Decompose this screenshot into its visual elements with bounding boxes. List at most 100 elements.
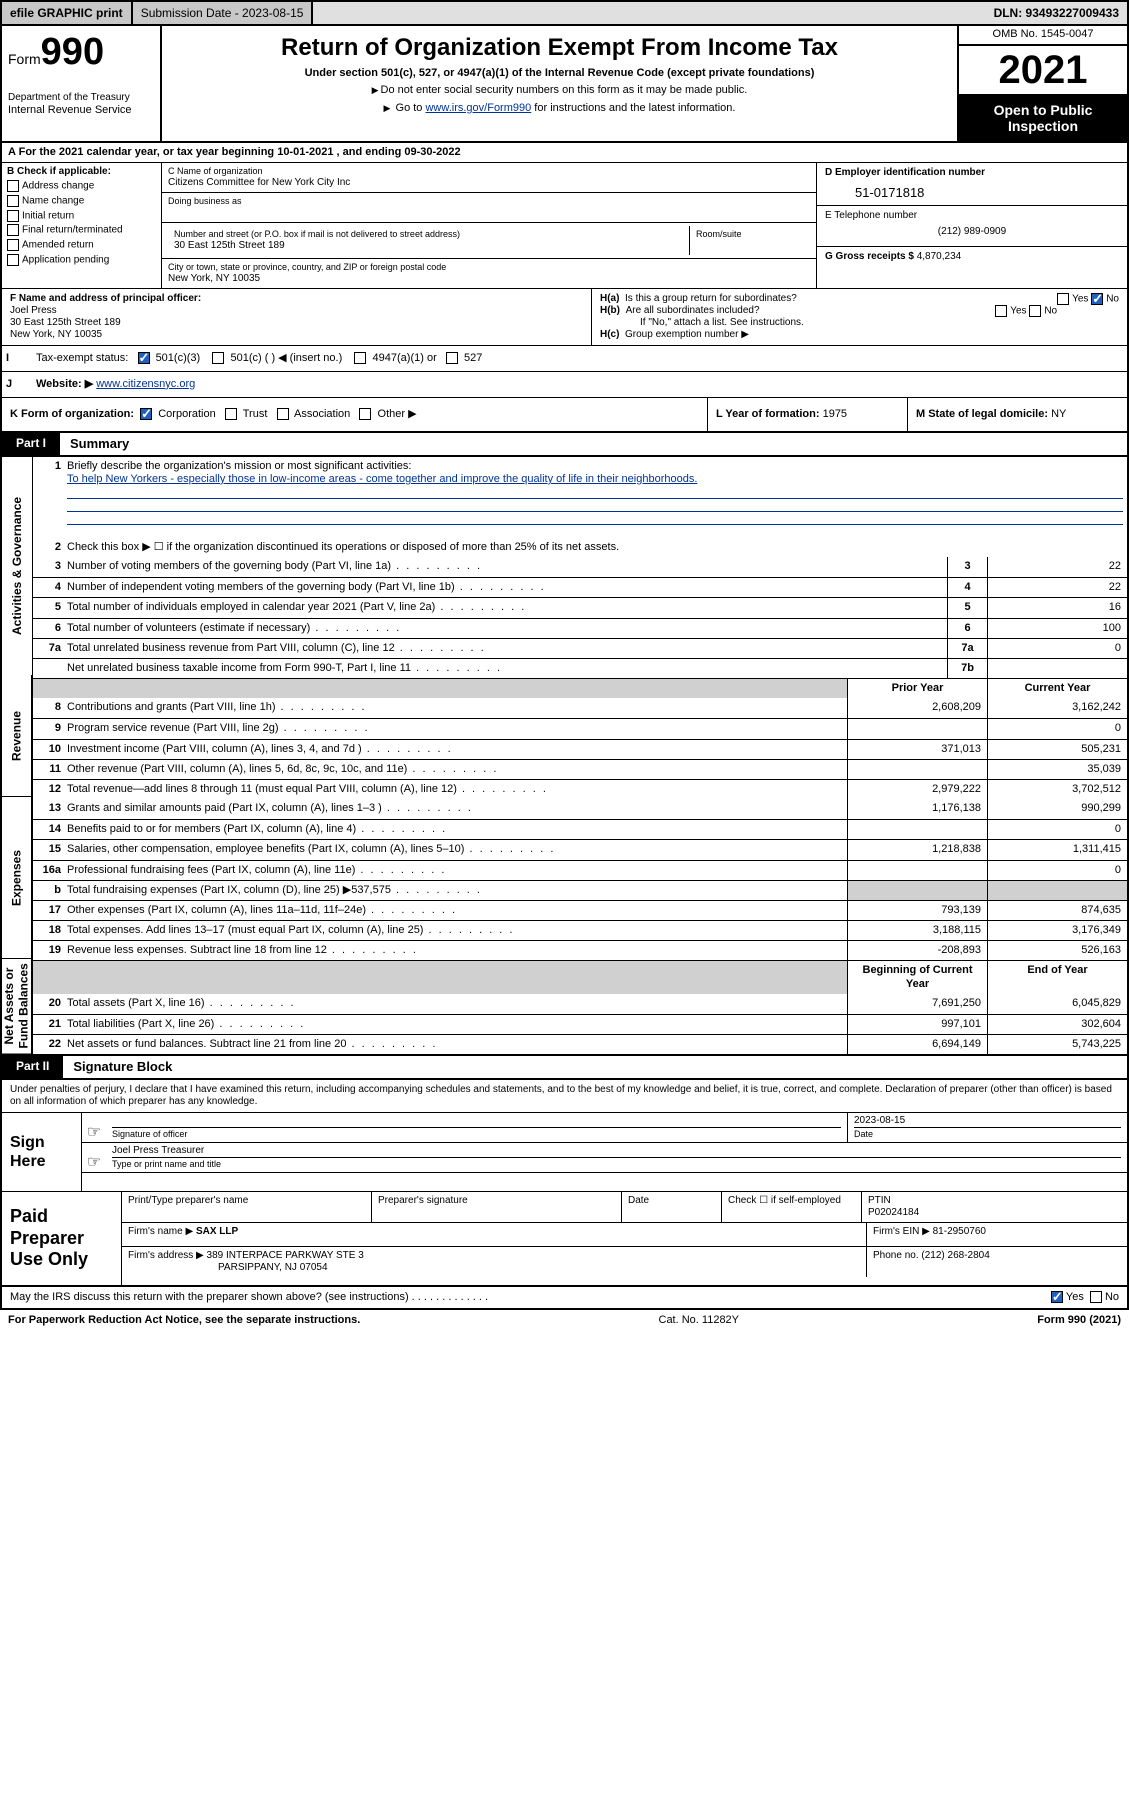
- state-domicile: NY: [1051, 408, 1066, 420]
- dln: DLN: 93493227009433: [986, 2, 1127, 24]
- cb-initial-return[interactable]: Initial return: [7, 210, 156, 223]
- data-row: 8Contributions and grants (Part VIII, li…: [33, 698, 1127, 718]
- cb-corp[interactable]: [140, 408, 152, 420]
- efile-print-button[interactable]: efile GRAPHIC print: [2, 2, 133, 24]
- date-label: Date: [854, 1127, 1121, 1140]
- data-row: 16aProfessional fundraising fees (Part I…: [33, 860, 1127, 880]
- website-link[interactable]: www.citizensnyc.org: [96, 378, 195, 390]
- box-f: F Name and address of principal officer:…: [2, 289, 592, 345]
- phone-label: E Telephone number: [825, 210, 1119, 222]
- city-label: City or town, state or province, country…: [168, 262, 810, 273]
- page-footer: For Paperwork Reduction Act Notice, see …: [0, 1308, 1129, 1331]
- may-no[interactable]: [1090, 1291, 1102, 1303]
- cb-527[interactable]: [446, 352, 458, 364]
- cb-name-change[interactable]: Name change: [7, 195, 156, 208]
- gov-row: 3Number of voting members of the governi…: [33, 557, 1127, 577]
- cb-other[interactable]: [359, 408, 371, 420]
- data-row: 14Benefits paid to or for members (Part …: [33, 819, 1127, 839]
- cb-assoc[interactable]: [277, 408, 289, 420]
- prep-selfemp: Check ☐ if self-employed: [722, 1192, 862, 1222]
- data-row: 22Net assets or fund balances. Subtract …: [33, 1034, 1127, 1054]
- firm-addr1: 389 INTERPACE PARKWAY STE 3: [207, 1250, 364, 1261]
- cb-address-change[interactable]: Address change: [7, 180, 156, 193]
- department: Department of the Treasury: [8, 92, 154, 104]
- goto-note: Go to www.irs.gov/Form990 for instructio…: [170, 102, 949, 115]
- gov-row: 7aTotal unrelated business revenue from …: [33, 638, 1127, 658]
- form-ref: Form 990 (2021): [1037, 1314, 1121, 1327]
- data-row: 12Total revenue—add lines 8 through 11 (…: [33, 779, 1127, 799]
- part1-header: Part I Summary: [0, 433, 1129, 457]
- data-row: 11Other revenue (Part VIII, column (A), …: [33, 759, 1127, 779]
- line2: Check this box ▶ ☐ if the organization d…: [65, 538, 1127, 557]
- box-b: B Check if applicable: Address change Na…: [2, 163, 162, 287]
- data-row: 18Total expenses. Add lines 13–17 (must …: [33, 920, 1127, 940]
- officer-name: Joel Press: [10, 305, 57, 316]
- gov-row: 4Number of independent voting members of…: [33, 577, 1127, 597]
- side-revenue: Revenue: [2, 675, 32, 797]
- sign-date: 2023-08-15: [854, 1115, 1121, 1127]
- arrow-icon: ☞: [82, 1113, 106, 1142]
- paid-preparer-label: Paid Preparer Use Only: [2, 1192, 122, 1285]
- side-governance: Activities & Governance: [2, 457, 32, 675]
- omb-number: OMB No. 1545-0047: [959, 26, 1127, 45]
- cb-final-return[interactable]: Final return/terminated: [7, 224, 156, 237]
- city-value: New York, NY 10035: [168, 273, 810, 285]
- part2-header: Part II Signature Block: [0, 1056, 1129, 1080]
- prep-sig-hdr: Preparer's signature: [372, 1192, 622, 1222]
- irs-link[interactable]: www.irs.gov/Form990: [425, 102, 531, 114]
- data-row: 10Investment income (Part VIII, column (…: [33, 739, 1127, 759]
- form-subtitle: Under section 501(c), 527, or 4947(a)(1)…: [170, 67, 949, 80]
- data-row: 13Grants and similar amounts paid (Part …: [33, 799, 1127, 819]
- gov-row: Net unrelated business taxable income fr…: [33, 658, 1127, 678]
- side-expenses: Expenses: [2, 797, 32, 959]
- firm-name: SAX LLP: [196, 1226, 238, 1237]
- data-row: 9Program service revenue (Part VIII, lin…: [33, 718, 1127, 738]
- form-number: 990: [41, 31, 104, 73]
- line-klm: K Form of organization: Corporation Trus…: [0, 398, 1129, 433]
- part1-body: Activities & Governance Revenue Expenses…: [0, 457, 1129, 1057]
- part2-body: Under penalties of perjury, I declare th…: [0, 1080, 1129, 1287]
- gross-receipts-label: G Gross receipts $: [825, 251, 914, 262]
- firm-addr2: PARSIPPANY, NJ 07054: [128, 1262, 328, 1273]
- tax-year: 2021: [959, 46, 1127, 96]
- ptin: PTIN P02024184: [862, 1192, 1127, 1222]
- col-current: Current Year: [987, 679, 1127, 698]
- officer-addr1: 30 East 125th Street 189: [10, 317, 121, 328]
- side-netassets: Net Assets or Fund Balances: [2, 959, 32, 1055]
- officer-printed-name: Joel Press Treasurer: [112, 1145, 1121, 1157]
- sign-here-label: Sign Here: [2, 1113, 82, 1191]
- declaration: Under penalties of perjury, I declare th…: [2, 1080, 1127, 1113]
- may-discuss-row: May the IRS discuss this return with the…: [0, 1287, 1129, 1308]
- line1-label: Briefly describe the organization's miss…: [67, 460, 411, 472]
- street-value: 30 East 125th Street 189: [174, 240, 683, 252]
- cat-no: Cat. No. 11282Y: [360, 1314, 1037, 1327]
- cb-501c3[interactable]: [138, 352, 150, 364]
- firm-ein: 81-2950760: [933, 1226, 986, 1237]
- data-row: 21Total liabilities (Part X, line 26)997…: [33, 1014, 1127, 1034]
- h-note: If "No," attach a list. See instructions…: [600, 317, 1119, 329]
- cb-4947[interactable]: [354, 352, 366, 364]
- gov-row: 5Total number of individuals employed in…: [33, 597, 1127, 617]
- submission-date: Submission Date - 2023-08-15: [133, 2, 314, 24]
- form-prefix: Form: [8, 51, 41, 67]
- may-yes[interactable]: [1051, 1291, 1063, 1303]
- line-j: J Website: ▶ www.citizensnyc.org: [0, 372, 1129, 398]
- ein-value: 51-0171818: [825, 179, 1119, 201]
- data-row: 20Total assets (Part X, line 16)7,691,25…: [33, 994, 1127, 1014]
- street-label: Number and street (or P.O. box if mail i…: [174, 229, 683, 240]
- col-prior: Prior Year: [847, 679, 987, 698]
- col-begin: Beginning of Current Year: [847, 961, 987, 993]
- prep-name-hdr: Print/Type preparer's name: [122, 1192, 372, 1222]
- form-title: Return of Organization Exempt From Incom…: [170, 34, 949, 63]
- org-name: Citizens Committee for New York City Inc: [168, 177, 810, 189]
- cb-trust[interactable]: [225, 408, 237, 420]
- cb-amended-return[interactable]: Amended return: [7, 239, 156, 252]
- cb-501c[interactable]: [212, 352, 224, 364]
- cb-application-pending[interactable]: Application pending: [7, 254, 156, 267]
- gross-receipts-value: 4,870,234: [917, 251, 962, 262]
- data-row: 15Salaries, other compensation, employee…: [33, 839, 1127, 859]
- data-row: 17Other expenses (Part IX, column (A), l…: [33, 900, 1127, 920]
- type-name-label: Type or print name and title: [112, 1157, 1121, 1170]
- fh-block: F Name and address of principal officer:…: [0, 289, 1129, 346]
- year-formation: 1975: [823, 408, 847, 420]
